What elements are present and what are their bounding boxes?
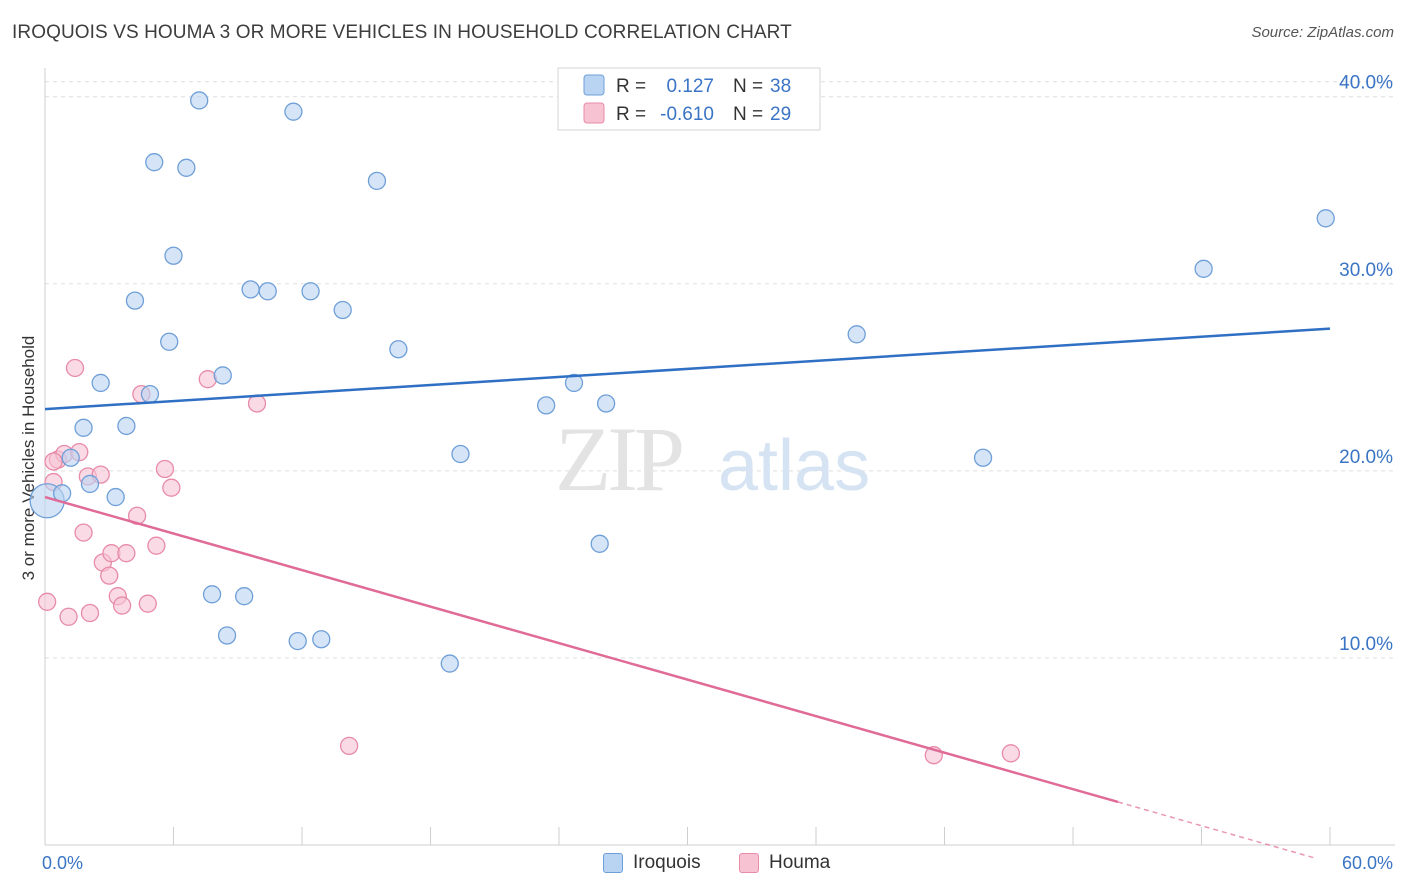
iroquois-point-3 — [74, 418, 93, 437]
y-tick-label-0: 10.0% — [1339, 634, 1393, 655]
houma-point-9 — [80, 603, 100, 623]
legend-r-value-houma: -0.610 — [660, 104, 714, 125]
iroquois-point-16 — [213, 366, 232, 385]
houma-point-12 — [100, 566, 119, 585]
iroquois-point-35 — [973, 448, 993, 467]
legend-r-label-iroquois: R = — [616, 76, 646, 97]
iroquois-point-33 — [596, 394, 616, 413]
houma-point-4 — [59, 607, 78, 626]
x-tick-labels: 0.0% 60.0% — [42, 853, 1393, 873]
iroquois-point-31 — [564, 373, 584, 393]
y-tick-label-3: 40.0% — [1339, 73, 1393, 94]
legend-r-value-iroquois: 0.127 — [666, 76, 714, 97]
watermark-atlas: atlas — [718, 426, 870, 506]
iroquois-point-27 — [389, 340, 408, 359]
houma-point-22 — [162, 478, 181, 497]
iroquois-point-24 — [312, 630, 331, 649]
iroquois-point-37 — [1316, 209, 1335, 228]
iroquois-point-22 — [288, 631, 307, 651]
iroquois-point-17 — [217, 626, 237, 645]
iroquois-point-29 — [451, 444, 470, 464]
houma-point-27 — [1001, 744, 1021, 763]
chart-title: IROQUOIS VS HOUMA 3 OR MORE VEHICLES IN … — [12, 22, 792, 43]
legend-label-iroquois: Iroquois — [633, 852, 701, 873]
iroquois-point-14 — [190, 91, 209, 110]
iroquois-point-2 — [61, 448, 80, 467]
x-tick-label-1: 60.0% — [1342, 853, 1393, 873]
iroquois-point-4 — [80, 474, 100, 494]
iroquois-point-11 — [160, 332, 179, 351]
iroquois-point-32 — [590, 534, 609, 553]
grid-lines — [45, 81, 1395, 659]
iroquois-point-5 — [91, 373, 110, 393]
iroquois-trend-line — [44, 327, 1331, 411]
legend-n-value-iroquois: 38 — [770, 76, 791, 97]
y-axis-label: 3 or more Vehicles in Household — [19, 336, 38, 581]
iroquois-point-34 — [847, 325, 866, 344]
legend-swatch-iroquois — [583, 74, 605, 96]
trend-lines — [44, 327, 1331, 859]
legend-swatch-iroquois-bottom — [603, 853, 623, 873]
houma-point-16 — [117, 544, 136, 563]
legend-r-label-houma: R = — [616, 104, 646, 125]
houma-point-24 — [247, 394, 267, 413]
legend-n-label-houma: N = — [733, 104, 763, 125]
iroquois-points — [29, 91, 1335, 673]
legend-swatch-houma — [583, 102, 605, 124]
y-tick-label-1: 20.0% — [1339, 447, 1393, 468]
legend-label-houma: Houma — [769, 852, 831, 873]
legend-item-iroquois: Iroquois — [603, 852, 701, 874]
legend-n-value-houma: 29 — [770, 104, 791, 125]
iroquois-point-13 — [177, 158, 196, 177]
houma-point-7 — [74, 523, 93, 542]
axes — [44, 68, 1395, 846]
houma-point-15 — [112, 596, 132, 615]
y-tick-label-2: 30.0% — [1339, 260, 1393, 281]
iroquois-point-26 — [367, 171, 387, 191]
legend-n-label-iroquois: N = — [733, 76, 763, 97]
y-tick-labels: 10.0% 20.0% 30.0% 40.0% — [1339, 73, 1393, 655]
iroquois-point-36 — [1194, 259, 1213, 278]
iroquois-point-23 — [301, 282, 320, 301]
iroquois-point-8 — [125, 291, 145, 310]
houma-point-21 — [155, 459, 175, 479]
houma-point-20 — [147, 536, 166, 555]
iroquois-point-12 — [164, 246, 183, 265]
houma-point-0 — [37, 592, 57, 611]
iroquois-point-21 — [284, 102, 303, 121]
houma-point-28 — [44, 452, 63, 471]
iroquois-point-10 — [145, 153, 164, 172]
houma-point-25 — [339, 736, 359, 756]
iroquois-point-19 — [241, 280, 260, 299]
stats-legend: R = 0.127 N = 38 R = -0.610 N = 29 — [557, 67, 821, 131]
iroquois-point-20 — [258, 282, 277, 301]
iroquois-point-15 — [202, 585, 222, 604]
source-label: Source: ZipAtlas.com — [1251, 24, 1394, 41]
iroquois-point-28 — [440, 654, 459, 673]
x-tick-label-0: 0.0% — [42, 853, 83, 873]
houma-trend-line — [44, 495, 1119, 804]
houma-point-19 — [138, 594, 157, 613]
iroquois-point-6 — [106, 487, 125, 507]
houma-points — [37, 358, 1021, 765]
iroquois-point-7 — [117, 416, 136, 436]
iroquois-point-30 — [537, 396, 556, 415]
iroquois-point-9 — [140, 385, 160, 404]
legend-swatch-houma-bottom — [739, 853, 759, 873]
watermark: ZIP atlas — [555, 408, 870, 510]
houma-point-23 — [198, 370, 217, 389]
houma-trend-extension — [1117, 801, 1316, 859]
legend-item-houma: Houma — [739, 852, 830, 874]
houma-point-5 — [65, 358, 85, 378]
iroquois-point-25 — [333, 300, 352, 320]
series-legend: Iroquois Houma — [0, 852, 1406, 878]
iroquois-point-18 — [235, 587, 254, 606]
watermark-zip: ZIP — [555, 408, 682, 510]
